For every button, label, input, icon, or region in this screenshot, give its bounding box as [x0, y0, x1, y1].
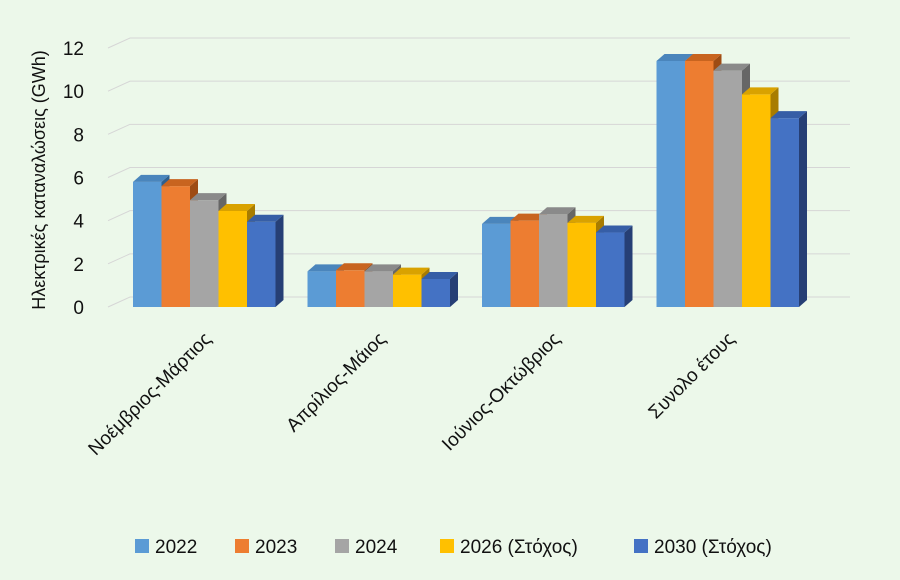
bar-top [567, 215, 604, 223]
bar-2030--0 [247, 214, 284, 307]
category-label: Ιούνιος-Οκτώβριος [438, 329, 565, 456]
bar-front [421, 278, 450, 307]
y-tick-label: 8 [73, 125, 84, 146]
x-axis-categories: Νοέμβριος-Μάρτιος Απρίλιος-Μάιος Ιούνιος-Ο… [85, 329, 740, 460]
category-label: Συνολο έτους [645, 329, 740, 424]
bar-top [307, 264, 344, 272]
bar-front [656, 60, 685, 308]
bar-side [624, 225, 633, 307]
legend-item: 2030 (Στόχος) [634, 537, 772, 558]
bar-front [247, 221, 276, 307]
y-tick-label: 12 [63, 39, 84, 60]
bar-side [275, 214, 284, 307]
bar-top [685, 53, 722, 61]
legend-swatch [634, 539, 648, 553]
bar-front [770, 118, 799, 307]
bar-side [450, 271, 458, 307]
legend-item: 2024 [335, 537, 398, 558]
category-label: Νοέμβριος-Μάρτιος [85, 329, 216, 460]
bar-front [685, 60, 714, 308]
bar-side [799, 111, 807, 307]
gridline [107, 37, 850, 49]
bar-2030--1 [421, 271, 458, 307]
gridline [107, 167, 850, 178]
legend-swatch [235, 539, 249, 553]
bar-front [190, 200, 219, 307]
bar-top [510, 213, 547, 221]
legend-item: 2022 [135, 537, 197, 558]
gridline [107, 80, 850, 92]
legend-swatch [335, 539, 349, 553]
bar-front [539, 214, 568, 307]
bar-top [393, 267, 430, 275]
bar-top [596, 225, 633, 233]
bar-top [742, 87, 779, 95]
bar-front [218, 210, 247, 307]
bar-front [742, 94, 771, 307]
legend-label: 2030 (Στόχος) [654, 537, 772, 558]
bar-2030--3 [770, 111, 807, 307]
bar-top [133, 174, 170, 182]
y-tick-label: 4 [73, 212, 84, 233]
bar-front [510, 220, 539, 307]
y-tick-label: 0 [73, 298, 84, 319]
bar-front [133, 181, 162, 307]
grid-layer [107, 37, 850, 308]
bar-front [364, 271, 393, 307]
legend-item: 2026 (Στόχος) [440, 537, 578, 558]
legend-swatch [135, 539, 149, 553]
bar-top [161, 179, 198, 187]
y-axis-ticks: 0 2 4 6 8 10 12 [63, 39, 85, 319]
gridline [107, 123, 850, 135]
bar-front [596, 232, 625, 307]
bar-top [539, 207, 576, 215]
bar-front [713, 70, 742, 307]
gridline [107, 210, 850, 222]
bar-front [393, 274, 422, 307]
bar-top [770, 111, 807, 119]
legend-swatch [440, 539, 454, 553]
y-tick-label: 10 [63, 82, 84, 103]
legend-label: 2026 (Στόχος) [460, 537, 578, 558]
y-tick-label: 6 [73, 169, 84, 190]
legend-item: 2023 [235, 537, 297, 558]
bar-top [482, 216, 519, 224]
bar-front [307, 271, 336, 307]
legend-label: 2024 [355, 537, 398, 558]
bar-top [364, 264, 401, 272]
bar-front [336, 270, 365, 307]
bar-front [482, 223, 511, 307]
legend-label: 2023 [255, 537, 297, 558]
bar-front [161, 186, 190, 307]
bar-top [713, 63, 750, 71]
y-axis-label: Ηλεκτρικές καταναλώσεις (GWh) [29, 50, 49, 310]
bar-front [567, 222, 596, 307]
bar-top [336, 263, 373, 271]
bar-top [190, 193, 227, 201]
bars-layer [133, 53, 807, 308]
y-tick-label: 2 [73, 255, 84, 276]
bar-top [421, 271, 458, 279]
legend-label: 2022 [155, 537, 197, 558]
bar-2030--2 [596, 225, 633, 307]
legend: 2022 2023 2024 2026 (Στόχος) 2030 (Στόχος) [135, 537, 772, 558]
bar-top [218, 203, 255, 211]
category-label: Απρίλιος-Μάιος [283, 329, 391, 437]
bar-top [247, 214, 284, 222]
bar-top [656, 53, 693, 61]
